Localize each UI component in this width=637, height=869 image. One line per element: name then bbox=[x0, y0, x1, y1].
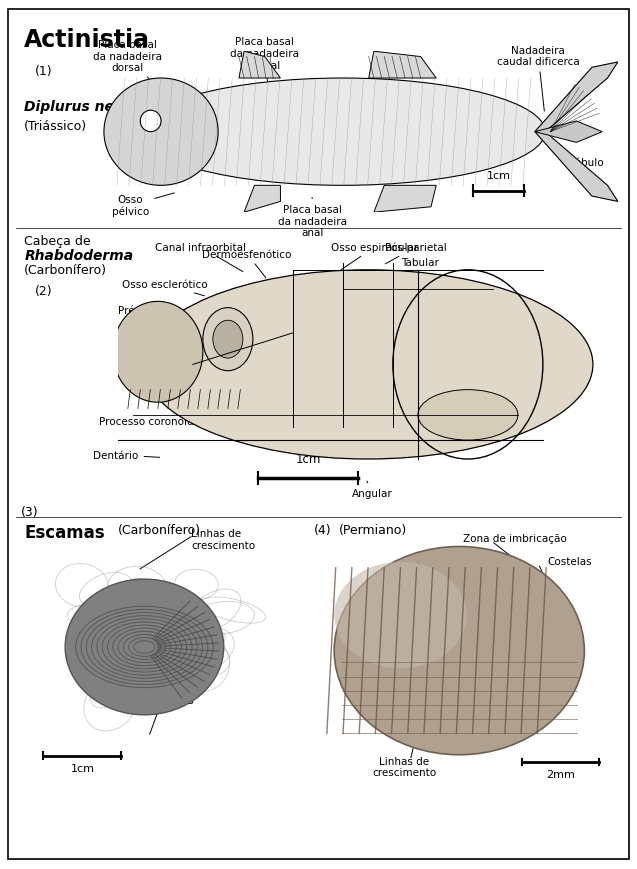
Text: Linhas de
crescimento: Linhas de crescimento bbox=[373, 756, 436, 778]
Text: Angular: Angular bbox=[352, 481, 393, 499]
Text: Esquamosal: Esquamosal bbox=[380, 282, 442, 292]
Text: 1cm: 1cm bbox=[487, 171, 510, 181]
Polygon shape bbox=[535, 63, 618, 133]
Text: (4): (4) bbox=[313, 523, 331, 536]
Text: Pós-parietal: Pós-parietal bbox=[385, 242, 447, 264]
Text: Dermoesfenótico: Dermoesfenótico bbox=[203, 249, 292, 278]
Text: Costelas: Costelas bbox=[548, 556, 592, 566]
Ellipse shape bbox=[113, 302, 203, 403]
Ellipse shape bbox=[143, 270, 593, 460]
Circle shape bbox=[213, 321, 243, 359]
Text: (2): (2) bbox=[35, 285, 53, 298]
Text: Canal
pré-opercular: Canal pré-opercular bbox=[441, 339, 512, 362]
Text: Pré-orbital: Pré-orbital bbox=[118, 305, 185, 315]
Ellipse shape bbox=[334, 547, 584, 755]
Text: Placa basal
da nadadeira
anal: Placa basal da nadadeira anal bbox=[278, 198, 347, 238]
Text: (Carbonífero): (Carbonífero) bbox=[24, 263, 107, 276]
Ellipse shape bbox=[418, 390, 518, 441]
Text: Tabular: Tabular bbox=[397, 257, 440, 275]
Text: (Carbonífero): (Carbonífero) bbox=[118, 523, 201, 536]
Text: Dentário: Dentário bbox=[93, 450, 160, 461]
Text: (Triássico): (Triássico) bbox=[24, 120, 87, 133]
Text: Actinistia: Actinistia bbox=[24, 28, 150, 52]
Polygon shape bbox=[239, 52, 280, 79]
Text: (3): (3) bbox=[20, 506, 38, 519]
Text: Linhas de
crescimento: Linhas de crescimento bbox=[191, 528, 255, 550]
Text: Rhabdoderma: Rhabdoderma bbox=[24, 249, 133, 262]
Polygon shape bbox=[535, 122, 603, 143]
Ellipse shape bbox=[65, 580, 224, 715]
Text: (1): (1) bbox=[35, 65, 53, 78]
Text: Subopérculo: Subopérculo bbox=[425, 410, 490, 421]
Text: Zona de imbricação: Zona de imbricação bbox=[463, 534, 567, 543]
Text: Osso
pélvico: Osso pélvico bbox=[112, 194, 175, 217]
Text: Canal infraorbital: Canal infraorbital bbox=[155, 242, 246, 272]
Text: Lóbulo: Lóbulo bbox=[569, 157, 603, 172]
Text: Osso espiracular: Osso espiracular bbox=[331, 242, 418, 272]
Text: 2mm: 2mm bbox=[546, 769, 575, 779]
Polygon shape bbox=[244, 186, 280, 213]
Text: Escamas: Escamas bbox=[24, 523, 105, 541]
Ellipse shape bbox=[334, 562, 467, 668]
Polygon shape bbox=[374, 186, 436, 213]
Polygon shape bbox=[535, 133, 618, 202]
Circle shape bbox=[203, 308, 253, 371]
Ellipse shape bbox=[104, 79, 218, 186]
Text: Osso esclerótico: Osso esclerótico bbox=[122, 280, 207, 296]
Text: Pré-opérculo: Pré-opérculo bbox=[437, 379, 503, 389]
Circle shape bbox=[140, 111, 161, 133]
Polygon shape bbox=[369, 52, 436, 79]
Text: Diplurus newarki: Diplurus newarki bbox=[24, 100, 157, 114]
Text: Nadadeira
caudal dificerca: Nadadeira caudal dificerca bbox=[497, 46, 580, 112]
Text: Opérculo: Opérculo bbox=[402, 298, 449, 308]
Ellipse shape bbox=[140, 79, 545, 186]
Text: Simplético: Simplético bbox=[409, 434, 464, 444]
Text: Placa basal
da nadadeira
dorsal: Placa basal da nadadeira dorsal bbox=[230, 37, 299, 109]
Text: 1cm: 1cm bbox=[71, 763, 95, 773]
Text: Processo coronóide: Processo coronóide bbox=[99, 416, 204, 427]
Text: Costelas: Costelas bbox=[150, 695, 194, 705]
Text: 1cm: 1cm bbox=[295, 453, 320, 466]
Text: Placa basal
da nadadeira
dorsal: Placa basal da nadadeira dorsal bbox=[93, 40, 180, 113]
Text: Cabeça de: Cabeça de bbox=[24, 235, 91, 248]
Text: (Permiano): (Permiano) bbox=[339, 523, 407, 536]
